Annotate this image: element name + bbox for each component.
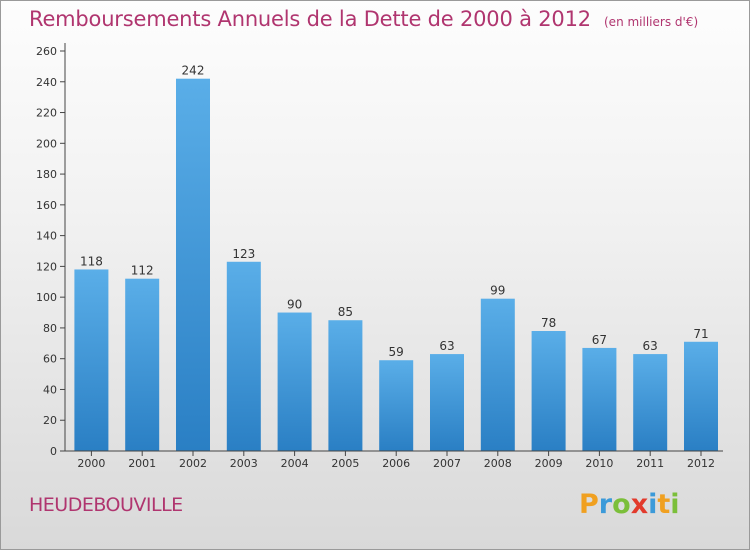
bar-value-label: 242 — [182, 64, 205, 78]
bar — [480, 298, 515, 451]
chart-subtitle: (en milliers d'€) — [604, 15, 699, 29]
bar — [582, 347, 617, 451]
x-tick-label: 2002 — [179, 457, 207, 470]
y-tick-label: 140 — [36, 230, 57, 243]
bar-value-label: 78 — [541, 316, 556, 330]
bar-value-label: 67 — [592, 333, 607, 347]
x-tick-label: 2000 — [77, 457, 105, 470]
chart-title: Remboursements Annuels de la Dette de 20… — [29, 7, 698, 31]
y-tick-label: 100 — [36, 291, 57, 304]
bar-value-label: 71 — [693, 327, 708, 341]
bar-value-label: 90 — [287, 298, 302, 312]
x-tick-label: 2004 — [281, 457, 309, 470]
x-tick-label: 2003 — [230, 457, 258, 470]
x-tick-label: 2001 — [128, 457, 156, 470]
x-tick-label: 2005 — [331, 457, 359, 470]
y-tick-label: 240 — [36, 76, 57, 89]
x-tick-label: 2010 — [585, 457, 613, 470]
y-tick-label: 260 — [36, 45, 57, 58]
y-tick-label: 160 — [36, 199, 57, 212]
x-tick-label: 2012 — [687, 457, 715, 470]
logo-letter: i — [670, 489, 680, 520]
bar — [125, 278, 160, 451]
logo-letter: x — [630, 489, 649, 520]
bar-chart: 0 20 40 60 80 100 120 140 160 180 200 220 240 260 118… — [36, 43, 723, 470]
logo-letter: i — [648, 489, 658, 520]
bar-value-label: 123 — [232, 247, 255, 261]
y-tick-label: 20 — [43, 414, 57, 427]
y-tick-label: 180 — [36, 168, 57, 181]
bar — [379, 360, 414, 451]
logo-letter: o — [612, 489, 631, 520]
logo-letter: r — [598, 489, 613, 520]
bar — [277, 312, 312, 451]
x-tick-label: 2011 — [636, 457, 664, 470]
bar — [531, 331, 566, 451]
bar-value-label: 59 — [389, 345, 404, 359]
logo-letter: P — [579, 489, 599, 520]
bar-value-label: 99 — [490, 284, 505, 298]
bar — [430, 354, 464, 451]
y-tick-label: 80 — [43, 322, 57, 335]
bar-value-label: 63 — [643, 339, 658, 353]
bar — [74, 269, 109, 451]
y-tick-label: 40 — [43, 383, 57, 396]
bar-value-label: 85 — [338, 305, 353, 319]
x-tick-label: 2007 — [433, 457, 461, 470]
logo-letter: t — [657, 489, 671, 520]
bar — [176, 78, 210, 451]
y-tick-label: 0 — [50, 445, 57, 458]
x-tick-label: 2009 — [535, 457, 563, 470]
y-tick-label: 120 — [36, 260, 57, 273]
bar — [633, 354, 668, 451]
bar — [226, 261, 261, 451]
chart-title-main: Remboursements Annuels de la Dette de 20… — [29, 7, 591, 31]
bar-value-label: 118 — [80, 254, 103, 268]
y-tick-label: 220 — [36, 107, 57, 120]
bar — [328, 320, 363, 451]
y-tick-label: 200 — [36, 137, 57, 150]
proxiti-logo: Proxiti — [579, 489, 680, 520]
y-tick-label: 60 — [43, 353, 57, 366]
bar-value-label: 63 — [439, 339, 454, 353]
x-tick-label: 2006 — [382, 457, 410, 470]
bar-value-label: 112 — [131, 264, 154, 278]
x-tick-label: 2008 — [484, 457, 512, 470]
bar — [684, 341, 718, 451]
commune-name: HEUDEBOUVILLE — [29, 494, 183, 516]
